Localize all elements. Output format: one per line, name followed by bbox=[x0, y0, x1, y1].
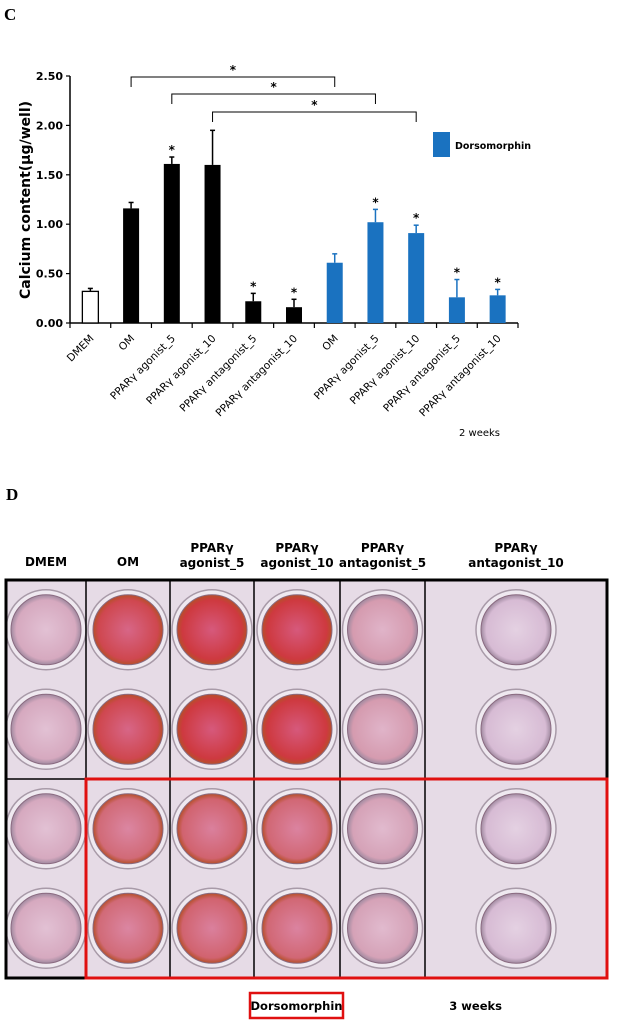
column-header: agonist_5 bbox=[180, 556, 245, 571]
y-tick-label: 2.00 bbox=[36, 119, 63, 132]
bar-0 bbox=[81, 290, 100, 324]
well bbox=[261, 594, 333, 666]
bar-3 bbox=[204, 164, 221, 323]
significance-star: * bbox=[291, 285, 298, 299]
bar-10 bbox=[489, 295, 506, 323]
x-category-label: PPARγ antagonist_5 bbox=[177, 333, 259, 415]
significance-star: * bbox=[169, 143, 176, 157]
column-header: PPARγ bbox=[190, 541, 233, 555]
well bbox=[347, 693, 418, 765]
panel-d-label: D bbox=[6, 485, 18, 504]
well bbox=[480, 793, 552, 865]
well-plate-photo: DMEM OMPPARγagonist_5PPARγagonist_10PPARγ… bbox=[4, 541, 609, 980]
column-header: antagonist_10 bbox=[468, 556, 564, 571]
y-tick-label: 0.00 bbox=[36, 317, 63, 330]
significance-star: * bbox=[250, 279, 257, 293]
y-tick-label: 0.50 bbox=[36, 268, 63, 281]
column-header: antagonist_5 bbox=[339, 556, 426, 571]
bar-6 bbox=[326, 262, 343, 323]
well bbox=[176, 594, 248, 666]
well bbox=[347, 594, 418, 666]
column-header: PPARγ bbox=[361, 541, 404, 555]
column-header: DMEM bbox=[25, 555, 67, 569]
comparison-star: * bbox=[270, 80, 277, 94]
bar-4 bbox=[245, 301, 262, 323]
well bbox=[261, 793, 333, 865]
bar-5 bbox=[286, 307, 302, 323]
legend-label: Dorsomorphin bbox=[455, 141, 531, 152]
y-tick-label: 1.00 bbox=[36, 218, 63, 231]
well bbox=[92, 594, 164, 666]
well bbox=[480, 594, 552, 666]
y-tick-label: 1.50 bbox=[36, 169, 63, 182]
column-header: agonist_10 bbox=[260, 556, 333, 571]
column-header: OM bbox=[117, 555, 139, 569]
comparison-bracket bbox=[130, 76, 336, 87]
bar-9 bbox=[448, 297, 465, 323]
well bbox=[10, 892, 82, 964]
comparison-star: * bbox=[311, 98, 318, 112]
column-header: PPARγ bbox=[275, 541, 318, 555]
significance-star: * bbox=[372, 195, 379, 209]
well bbox=[92, 892, 164, 964]
duration-note-3-weeks: 3 weeks bbox=[449, 999, 502, 1013]
well bbox=[92, 793, 164, 865]
well bbox=[176, 693, 248, 765]
well bbox=[261, 693, 333, 765]
comparison-bracket bbox=[212, 111, 417, 122]
comparison-star: * bbox=[230, 63, 237, 77]
well bbox=[92, 693, 164, 765]
significance-star: * bbox=[413, 211, 420, 225]
well bbox=[176, 892, 248, 964]
duration-note-2-weeks: 2 weeks bbox=[459, 428, 500, 439]
bar-7 bbox=[367, 222, 384, 323]
well bbox=[347, 793, 418, 865]
well bbox=[480, 892, 552, 964]
y-axis-label: Calcium content(μg/well) bbox=[18, 101, 34, 299]
x-category-label: PPARγ agonist_10 bbox=[144, 333, 218, 407]
comparison-bracket bbox=[171, 93, 376, 104]
significance-star: * bbox=[454, 266, 461, 280]
well bbox=[480, 693, 552, 765]
x-category-label: PPARγ agonist_10 bbox=[348, 333, 422, 407]
dorsomorphin-label-box bbox=[248, 991, 345, 1020]
well bbox=[176, 793, 248, 865]
x-category-label: DMEM bbox=[65, 333, 97, 365]
dorsomorphin-highlight-box bbox=[84, 777, 609, 980]
bar-8 bbox=[408, 233, 425, 323]
well bbox=[10, 793, 82, 865]
well bbox=[10, 594, 82, 666]
x-category-label: PPARγ antagonist_5 bbox=[381, 333, 463, 415]
bar-chart: 0.00 0.50 1.00 1.50 2.00 2.50 DMEM OM * PPARγ ago… bbox=[36, 63, 531, 419]
x-category-label: PPARγ antagonist_10 bbox=[213, 333, 300, 420]
x-category-label: OM bbox=[116, 333, 137, 354]
dorsomorphin-label: Dorsomorphin bbox=[251, 999, 343, 1013]
well bbox=[261, 892, 333, 964]
x-category-label: OM bbox=[320, 333, 341, 354]
significance-star: * bbox=[494, 275, 501, 289]
bar-2 bbox=[163, 163, 180, 323]
x-category-label: PPARγ antagonist_10 bbox=[417, 333, 504, 420]
legend-swatch bbox=[433, 132, 450, 157]
well bbox=[10, 693, 82, 765]
bar-1 bbox=[123, 208, 140, 323]
y-tick-label: 2.50 bbox=[36, 70, 63, 83]
column-header: PPARγ bbox=[494, 541, 537, 555]
panel-c-label: C bbox=[4, 5, 16, 24]
well bbox=[347, 892, 418, 964]
